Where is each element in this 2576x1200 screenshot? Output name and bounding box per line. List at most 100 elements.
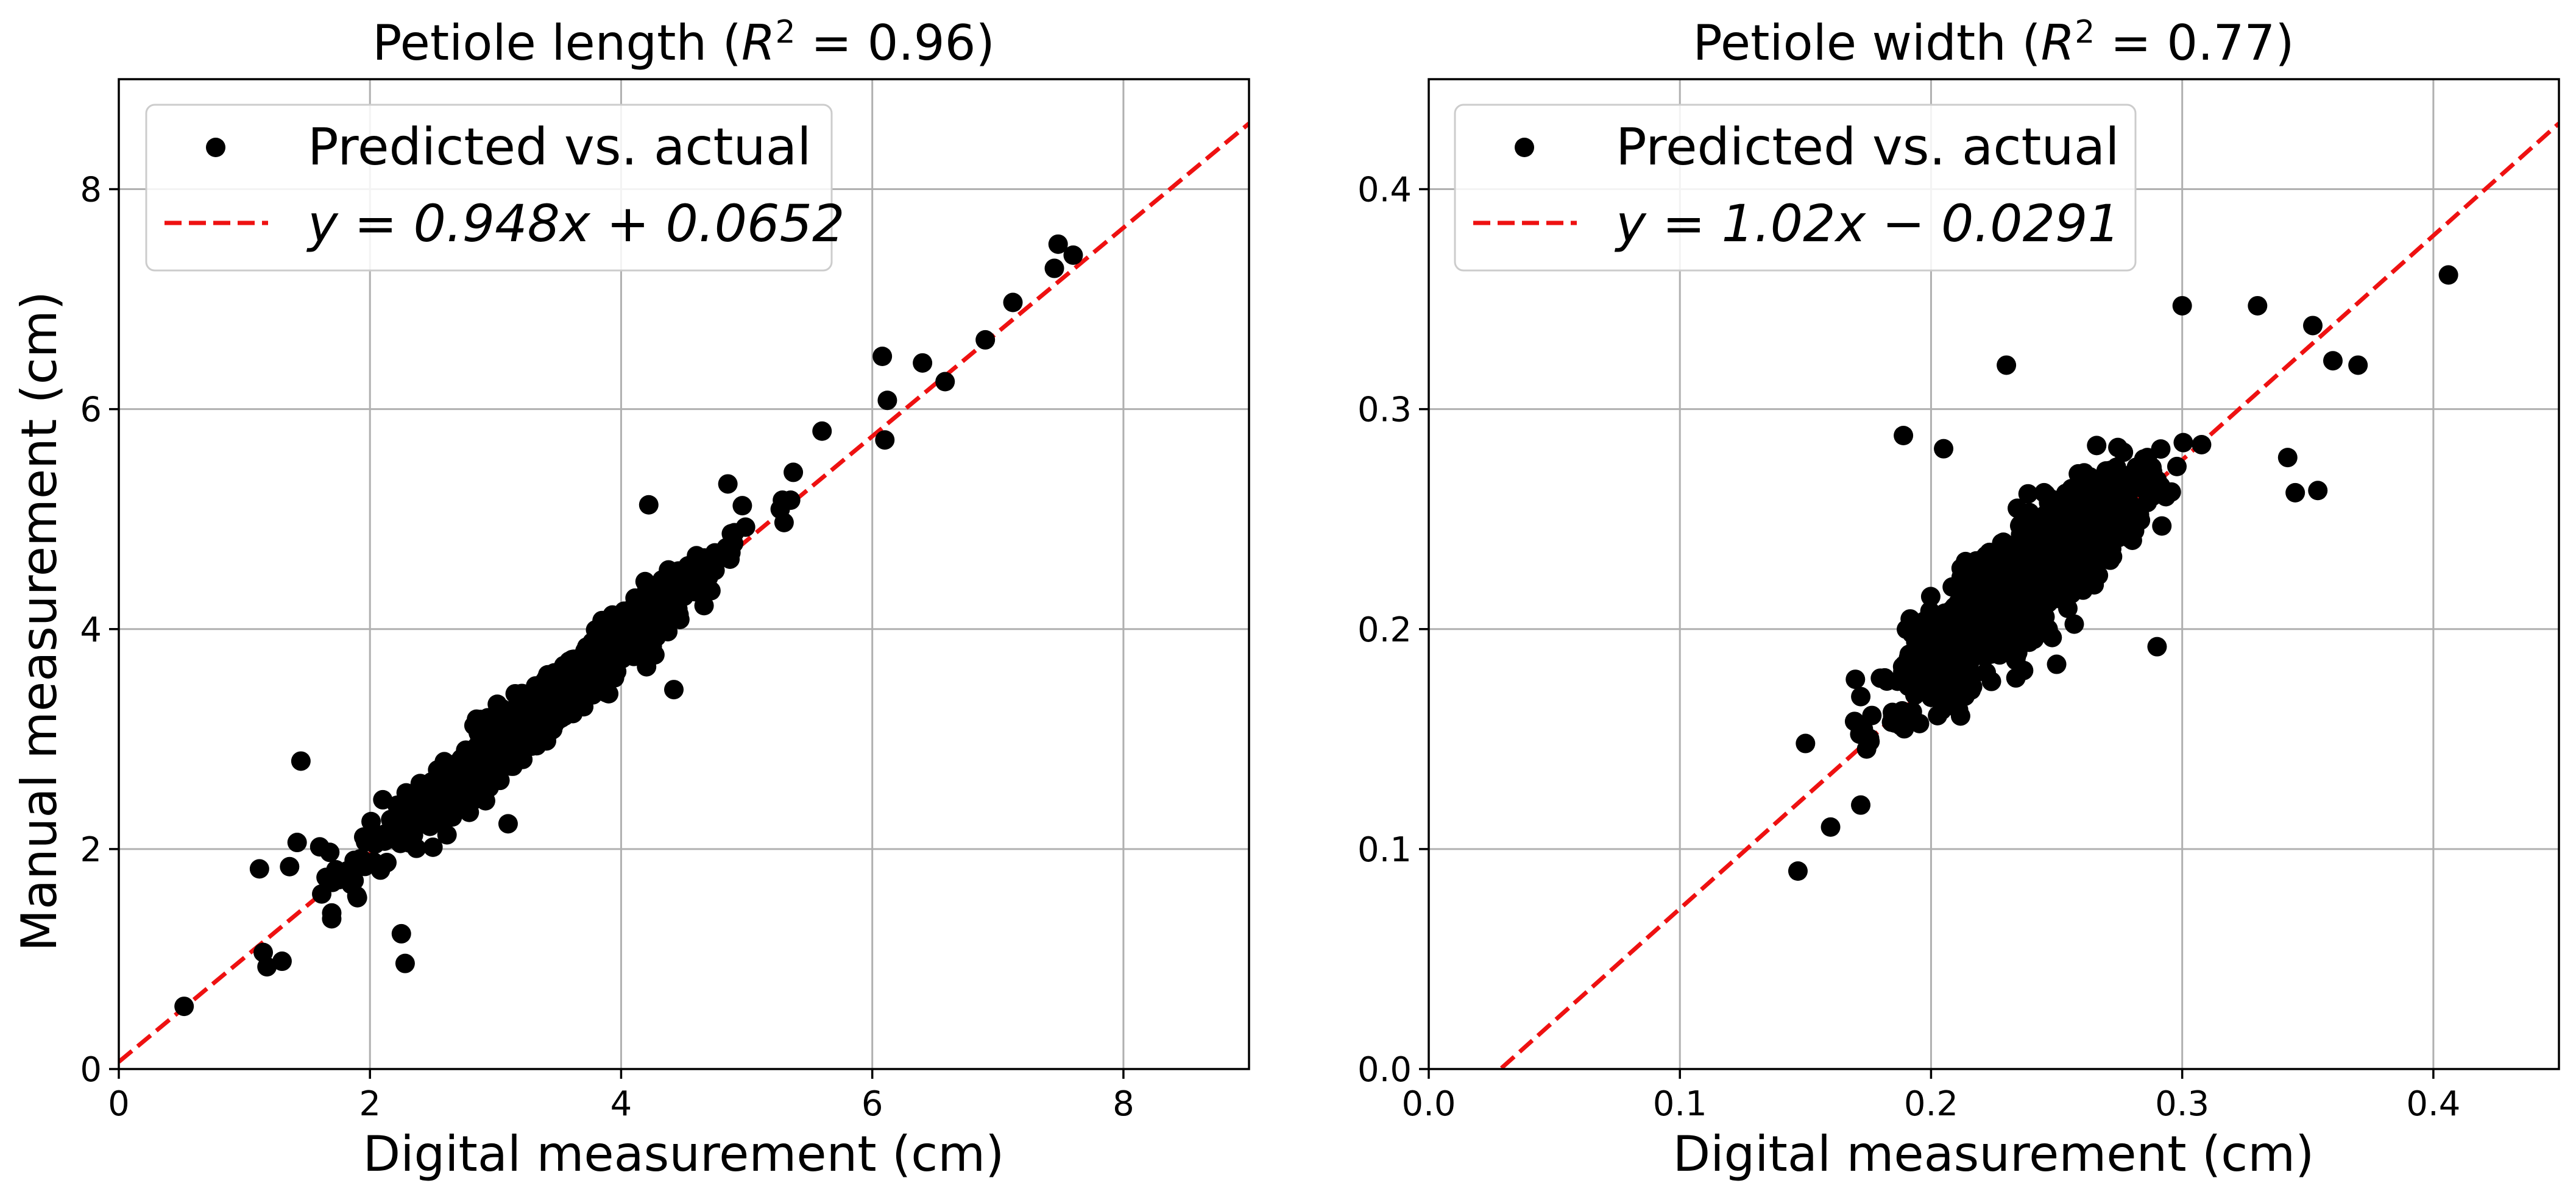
plot-frame <box>1428 78 2560 1070</box>
data-point <box>2100 550 2120 570</box>
data-point <box>872 347 893 366</box>
data-point <box>1044 258 1064 278</box>
legend: Predicted vs. actual y = 0.948x + 0.0652 <box>145 104 844 272</box>
data-point <box>2042 567 2062 587</box>
data-point <box>272 951 292 972</box>
data-point <box>1853 719 1874 739</box>
data-point <box>280 856 300 877</box>
data-point <box>447 768 467 788</box>
data-point <box>322 909 342 929</box>
data-point <box>487 694 508 715</box>
data-point <box>2027 623 2047 643</box>
data-point <box>174 997 194 1017</box>
data-point <box>395 953 415 973</box>
x-tick-label: 0.4 <box>2406 1084 2460 1124</box>
data-point <box>587 651 607 671</box>
data-point <box>2438 265 2458 285</box>
data-point <box>432 762 452 782</box>
data-point <box>287 833 307 853</box>
data-point <box>1934 439 1954 459</box>
data-point <box>2151 439 2171 459</box>
data-point <box>2285 482 2305 503</box>
data-point <box>2059 529 2079 549</box>
x-tick-label: 0.2 <box>1904 1084 1958 1124</box>
data-point <box>1954 643 1974 663</box>
data-point <box>2093 530 2114 550</box>
data-point <box>732 496 752 516</box>
data-point <box>668 561 688 581</box>
data-point <box>1981 671 2001 691</box>
data-point <box>2018 484 2038 504</box>
data-point <box>2003 584 2023 604</box>
data-point <box>479 754 500 774</box>
data-point <box>539 695 559 715</box>
data-point <box>1914 643 1934 663</box>
data-point <box>1981 644 2001 664</box>
data-point <box>2192 434 2212 454</box>
data-point <box>718 474 738 494</box>
y-tick-label: 8 <box>80 171 102 210</box>
data-point <box>2167 456 2187 476</box>
legend-points-label: Predicted vs. actual <box>308 117 812 177</box>
data-point <box>423 837 443 857</box>
data-point <box>1003 292 1023 312</box>
data-point <box>1875 668 1895 688</box>
data-point <box>697 564 717 584</box>
data-point <box>2122 530 2142 550</box>
x-tick-label: 2 <box>359 1084 381 1124</box>
data-point <box>913 353 933 373</box>
data-point <box>639 495 659 515</box>
data-point <box>1894 719 1914 739</box>
data-point <box>2248 295 2268 316</box>
data-point <box>1942 684 1962 704</box>
data-point <box>2036 511 2056 531</box>
data-point <box>2047 654 2067 674</box>
data-point <box>353 827 373 847</box>
data-point <box>1851 795 1871 815</box>
data-point <box>249 859 269 879</box>
x-tick-label: 6 <box>862 1084 883 1124</box>
data-point <box>2303 316 2323 336</box>
data-point <box>437 825 457 845</box>
data-point <box>2095 513 2115 533</box>
data-point <box>420 788 440 808</box>
ticks-layer: 0 2 4 6 8 0 2 4 6 8 <box>80 171 1134 1124</box>
data-point <box>1897 665 1917 685</box>
data-point <box>2114 442 2134 462</box>
data-point <box>2147 637 2167 657</box>
chart-petiole-width: 0.0 0.1 0.2 0.3 0.4 0.0 0.1 0.2 0.3 0.4 Petiole w… <box>1357 14 2560 1182</box>
data-point <box>410 774 430 794</box>
chart-petiole-length: 0 2 4 6 8 0 2 4 6 8 Petiole length (R2 = 0.96) Di… <box>80 14 1250 1182</box>
data-point <box>2059 556 2079 576</box>
legend-fit-label: y = 1.02x − 0.0291 <box>1614 194 2120 253</box>
chart-title: Petiole length (R2 = 0.96) <box>372 14 995 71</box>
data-point <box>664 680 684 700</box>
data-point <box>1894 426 1914 445</box>
data-point <box>1997 355 2017 375</box>
data-point <box>784 462 804 482</box>
plot-frame <box>118 78 1250 1070</box>
data-point <box>2277 448 2298 468</box>
data-point <box>2042 627 2062 648</box>
data-point <box>1905 685 1925 705</box>
y-tick-label: 0.0 <box>1357 1050 1412 1090</box>
data-point <box>1975 626 1995 646</box>
data-point <box>1915 625 1935 645</box>
y-tick-label: 2 <box>80 830 102 870</box>
x-tick-label: 4 <box>610 1084 632 1124</box>
x-tick-label: 0 <box>108 1084 130 1124</box>
y-tick-label: 0.3 <box>1357 390 1412 430</box>
data-point <box>492 714 512 734</box>
data-point <box>547 663 567 683</box>
data-point <box>2143 462 2163 482</box>
data-point <box>391 923 411 944</box>
data-point <box>400 798 420 818</box>
data-point <box>1928 644 1948 664</box>
x-axis-label: Digital measurement (cm) <box>363 1126 1005 1182</box>
data-point <box>2087 436 2107 456</box>
data-point <box>2014 660 2034 680</box>
data-point <box>1992 534 2012 554</box>
data-point <box>1048 234 1068 254</box>
data-point <box>1998 552 2019 573</box>
